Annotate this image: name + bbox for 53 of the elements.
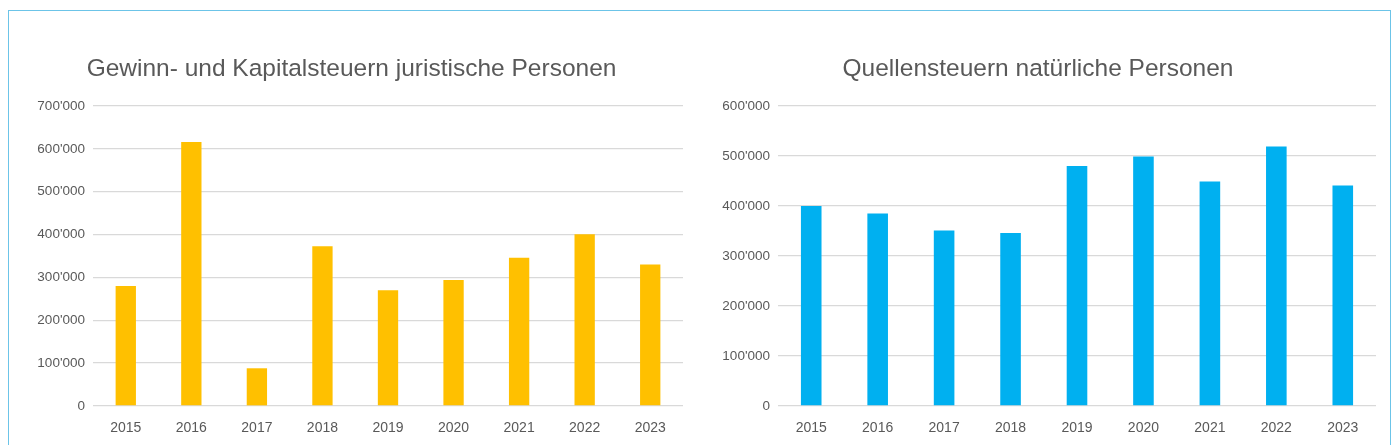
y-tick-label: 400'000 <box>37 226 85 242</box>
x-tick-label: 2018 <box>994 419 1027 436</box>
chart-title: Gewinn- und Kapitalsteuern juristische Personen <box>86 54 617 82</box>
x-tick-label: 2021 <box>503 419 535 436</box>
x-tick-label: 2019 <box>372 419 404 436</box>
y-tick-label: 500'000 <box>37 183 85 199</box>
y-tick-label: 700'000 <box>37 97 85 113</box>
bar <box>574 234 595 406</box>
y-tick-label: 200'000 <box>722 297 770 313</box>
bar <box>181 142 202 406</box>
x-tick-label: 2022 <box>569 419 601 436</box>
bar <box>1332 185 1354 406</box>
x-tick-label: 2015 <box>795 419 827 436</box>
bar <box>933 230 955 406</box>
x-tick-label: 2020 <box>1127 419 1160 436</box>
bar <box>443 280 464 406</box>
bar <box>508 257 530 406</box>
y-tick-label: 100'000 <box>722 347 770 363</box>
x-tick-label: 2022 <box>1260 419 1293 436</box>
bar <box>1199 181 1221 406</box>
bar <box>1266 146 1287 406</box>
y-tick-label: 600'000 <box>722 97 770 113</box>
bar <box>800 206 822 406</box>
bar <box>1000 233 1021 406</box>
x-tick-label: 2017 <box>928 419 960 436</box>
x-tick-label: 2016 <box>862 419 894 436</box>
x-tick-label: 2018 <box>306 419 339 436</box>
y-tick-label: 500'000 <box>722 147 770 163</box>
bar <box>312 246 333 406</box>
bar <box>867 213 888 406</box>
chart-title: Quellensteuern natürliche Personen <box>842 54 1234 82</box>
bar <box>377 290 399 406</box>
bar <box>640 264 661 406</box>
x-tick-label: 2023 <box>1327 419 1359 436</box>
y-tick-label: 0 <box>77 397 85 413</box>
y-tick-label: 200'000 <box>37 312 85 327</box>
x-tick-label: 2017 <box>241 419 273 436</box>
y-tick-label: 300'000 <box>37 269 85 285</box>
bar <box>246 368 268 406</box>
y-tick-label: 100'000 <box>37 354 85 370</box>
x-tick-label: 2021 <box>1194 419 1226 436</box>
x-tick-label: 2016 <box>175 419 208 436</box>
y-tick-label: 400'000 <box>722 197 770 213</box>
bar <box>115 286 136 406</box>
bar <box>1133 156 1154 406</box>
x-tick-label: 2020 <box>437 419 470 436</box>
bar <box>1066 166 1088 406</box>
y-tick-label: 600'000 <box>37 140 85 156</box>
x-tick-label: 2019 <box>1061 419 1093 436</box>
x-tick-label: 2015 <box>110 419 142 436</box>
x-tick-label: 2023 <box>634 419 666 436</box>
y-tick-label: 300'000 <box>722 247 770 263</box>
y-tick-label: 0 <box>762 397 770 413</box>
